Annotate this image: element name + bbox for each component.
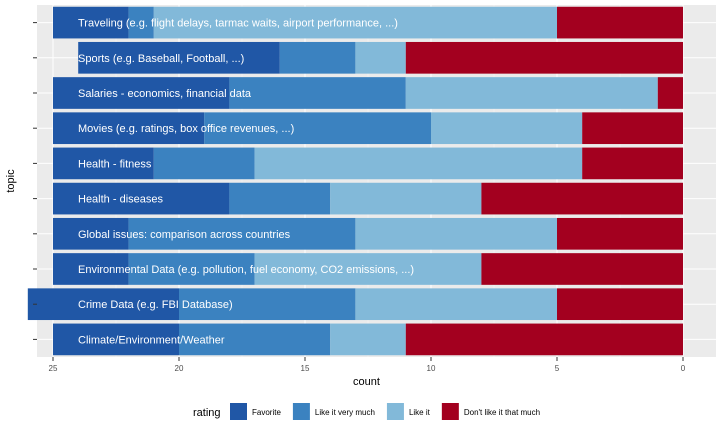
- bar-segment: [53, 182, 230, 215]
- bar-segment: [78, 41, 280, 74]
- legend-key: [386, 403, 404, 420]
- bar-segment: [405, 41, 683, 74]
- legend-key: [292, 403, 310, 420]
- bar-segment: [481, 253, 683, 285]
- bar-segment: [128, 253, 255, 285]
- bar-segment: [657, 77, 683, 109]
- legend-label: Like it very much: [315, 408, 375, 417]
- y-axis-title: topic: [5, 169, 17, 193]
- legend: rating Favorite Like it very much Like it D…: [193, 403, 540, 420]
- category-label: Traveling (e.g. flight delays, tarmac wa…: [78, 18, 398, 30]
- x-axis-title: count: [353, 376, 380, 388]
- bar-segment: [557, 6, 683, 39]
- category-label: Sports (e.g. Baseball, Football, ...): [78, 53, 244, 65]
- bar-segment: [355, 288, 557, 321]
- bar-segment: [229, 77, 406, 109]
- bar-segment: [53, 77, 230, 109]
- bar-segment: [128, 6, 154, 39]
- bar-segment: [179, 323, 331, 356]
- bar-segment: [582, 147, 683, 180]
- legend-label: Favorite: [252, 408, 281, 417]
- category-label: Movies (e.g. ratings, box office revenue…: [78, 123, 294, 135]
- bar-segment: [254, 253, 482, 285]
- bar-segment: [405, 77, 658, 109]
- bar-segment: [355, 41, 406, 74]
- bar-segment: [229, 182, 331, 215]
- category-label: Crime Data (e.g. FBI Database): [78, 299, 233, 311]
- legend-key: [230, 403, 247, 420]
- bar-segment: [254, 147, 583, 180]
- x-tick-label: 0: [681, 364, 686, 373]
- legend-label: Don't like it that much: [464, 408, 540, 417]
- bar-segment: [557, 217, 683, 250]
- bar-segment: [405, 323, 683, 356]
- bar-segment: [557, 288, 683, 321]
- bar-segment: [53, 112, 205, 145]
- bar-segment: [27, 288, 179, 321]
- bar-segment: [53, 217, 129, 250]
- bar-segment: [153, 6, 558, 39]
- bars-layer: [27, 6, 683, 356]
- bar-labels-layer: Traveling (e.g. flight delays, tarmac wa…: [78, 18, 414, 347]
- category-label: Global issues: comparison across countri…: [78, 229, 291, 241]
- category-label: Salaries - economics, financial data: [78, 88, 252, 100]
- bar-segment: [153, 147, 255, 180]
- category-label: Climate/Environment/Weather: [78, 334, 225, 346]
- x-tick-label: 20: [175, 364, 184, 373]
- legend-title: rating: [193, 407, 221, 419]
- bar-segment: [481, 182, 683, 215]
- x-tick-label: 10: [427, 364, 436, 373]
- legend-key: [441, 403, 459, 420]
- axes-layer: count topic 25 20 15 10 5 0: [5, 22, 686, 388]
- bar-segment: [355, 217, 557, 250]
- x-tick-label: 5: [555, 364, 560, 373]
- category-label: Health - diseases: [78, 194, 163, 206]
- category-label: Environmental Data (e.g. pollution, fuel…: [78, 264, 414, 276]
- bar-segment: [179, 288, 356, 321]
- bar-segment: [53, 6, 129, 39]
- bar-segment: [330, 182, 482, 215]
- x-tick-label: 25: [49, 364, 58, 373]
- x-tick-label: 15: [301, 364, 310, 373]
- bar-segment: [128, 217, 356, 250]
- bar-segment: [53, 323, 179, 356]
- category-label: Health - fitness: [78, 158, 152, 170]
- bar-segment: [330, 323, 406, 356]
- legend-label: Like it: [409, 408, 431, 417]
- bar-segment: [53, 147, 154, 180]
- bar-segment: [53, 253, 129, 285]
- bar-segment: [279, 41, 356, 74]
- bar-segment: [204, 112, 431, 145]
- bar-segment: [431, 112, 583, 145]
- bar-segment: [582, 112, 683, 145]
